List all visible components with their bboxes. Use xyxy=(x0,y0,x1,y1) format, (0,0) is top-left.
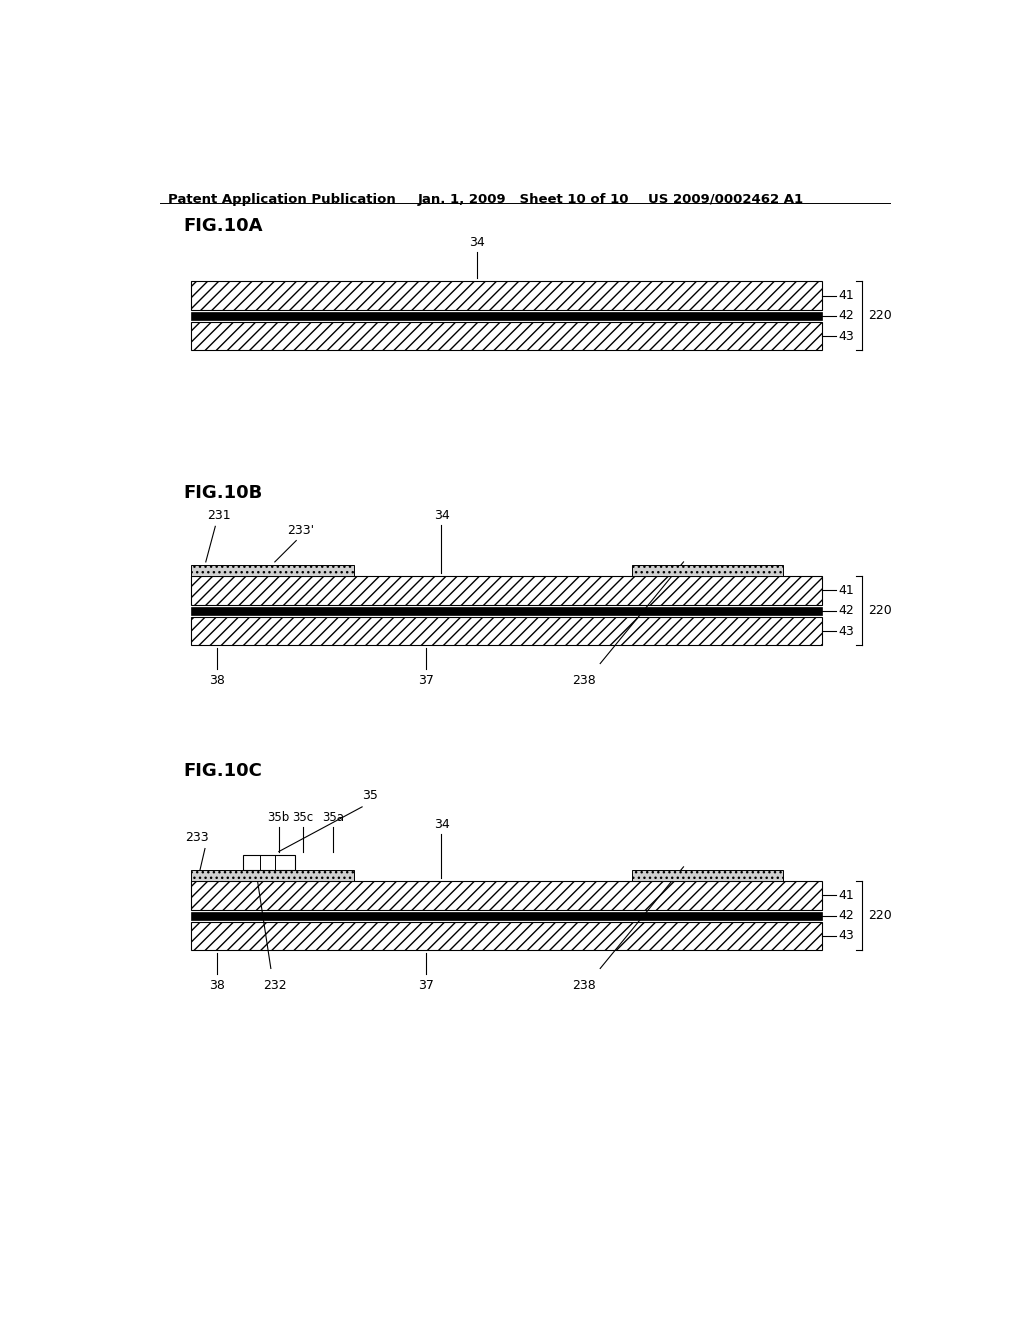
Bar xyxy=(191,616,822,645)
Text: 238: 238 xyxy=(572,978,596,991)
Text: Jan. 1, 2009   Sheet 10 of 10: Jan. 1, 2009 Sheet 10 of 10 xyxy=(418,193,629,206)
Text: 42: 42 xyxy=(839,605,854,618)
Text: 233': 233' xyxy=(288,524,314,536)
Bar xyxy=(191,312,822,319)
Bar xyxy=(191,576,822,605)
Text: 35b: 35b xyxy=(267,812,290,824)
Bar xyxy=(632,565,782,576)
Text: 231: 231 xyxy=(208,510,231,523)
Text: 41: 41 xyxy=(839,888,854,902)
Text: 220: 220 xyxy=(868,605,892,618)
Text: 37: 37 xyxy=(418,978,433,991)
Text: FIG.10A: FIG.10A xyxy=(183,216,263,235)
Text: FIG.10C: FIG.10C xyxy=(183,763,262,780)
Text: 35a: 35a xyxy=(322,812,344,824)
Bar xyxy=(191,870,354,880)
Text: 38: 38 xyxy=(209,978,225,991)
Text: 220: 220 xyxy=(868,909,892,923)
Text: Patent Application Publication: Patent Application Publication xyxy=(168,193,395,206)
Text: 35: 35 xyxy=(362,789,378,801)
Text: 34: 34 xyxy=(433,818,450,832)
Text: 42: 42 xyxy=(839,909,854,923)
Text: 238: 238 xyxy=(572,673,596,686)
Text: FIG.10B: FIG.10B xyxy=(183,484,263,502)
Bar xyxy=(243,854,295,870)
Text: 232: 232 xyxy=(263,978,287,991)
Bar xyxy=(191,921,822,950)
Text: 34: 34 xyxy=(433,510,450,523)
Text: 37: 37 xyxy=(418,673,433,686)
Text: 233: 233 xyxy=(185,832,209,845)
Text: 42: 42 xyxy=(839,309,854,322)
Text: 43: 43 xyxy=(839,929,854,942)
Text: 34: 34 xyxy=(469,236,485,249)
Bar xyxy=(191,565,354,576)
Text: 43: 43 xyxy=(839,624,854,638)
Bar xyxy=(191,607,822,615)
Bar xyxy=(191,322,822,351)
Bar xyxy=(632,870,782,880)
Text: 41: 41 xyxy=(839,289,854,302)
Text: 38: 38 xyxy=(209,673,225,686)
Bar xyxy=(191,281,822,310)
Text: 220: 220 xyxy=(868,309,892,322)
Text: US 2009/0002462 A1: US 2009/0002462 A1 xyxy=(648,193,803,206)
Text: 43: 43 xyxy=(839,330,854,343)
Bar xyxy=(191,912,822,920)
Text: 41: 41 xyxy=(839,583,854,597)
Bar xyxy=(191,880,822,909)
Text: 35c: 35c xyxy=(292,812,313,824)
